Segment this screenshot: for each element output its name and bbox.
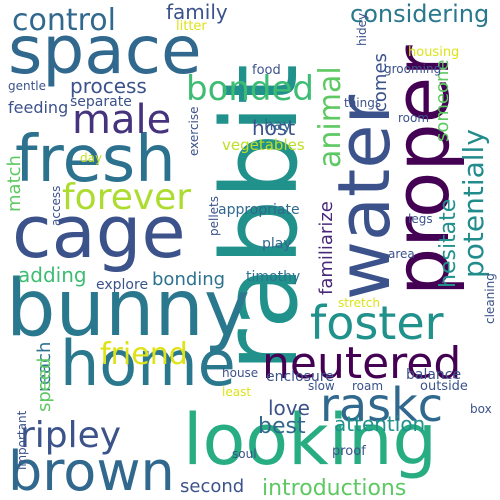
word-bonding: bonding [152,269,226,290]
word-foster: foster [310,296,444,350]
word-cleaning: cleaning [483,273,497,324]
word-ripley: ripley [20,415,122,456]
word-gentle: gentle [8,79,47,93]
word-neutered: neutered [262,338,462,389]
word-space: space [8,12,202,89]
word-legs: legs [408,212,433,226]
word-control: control [12,3,116,38]
word-house: house [222,366,259,380]
word-process: process [70,74,147,98]
word-roam: roam [352,379,384,393]
word-enclosure: enclosure [266,369,334,385]
word-outside: outside [420,379,468,394]
word-explore: explore [96,277,149,293]
word-balance: balance [406,367,462,383]
word-proof: proof [332,444,366,459]
word-adding: adding [18,263,87,287]
word-raskc: raskc [320,378,443,432]
word-introductions: introductions [262,476,407,500]
word-speed: speed [34,357,55,412]
word-hay: hay [264,116,292,134]
word-housing: housing [408,45,460,60]
word-attention: attention [334,412,426,436]
word-hidey: hidey [355,12,369,46]
word-host: host [252,116,296,140]
word-looking: looking [183,399,437,481]
word-litter: litter [176,19,207,34]
word-play: play [262,236,292,252]
word-animal: animal [313,66,348,168]
word-appropriate: appropriate [218,202,300,218]
word-vegetables: vegetables [222,136,305,154]
word-exercise: exercise [187,106,201,156]
word-slow: slow [308,379,335,393]
word-stretch: stretch [338,296,380,310]
word-food: food [252,63,281,78]
word-important: important [15,410,29,470]
word-considering: considering [350,0,490,28]
word-feeding: feeding [8,98,69,117]
word-access: access [49,185,63,226]
word-soul: soul [232,447,257,461]
word-familiarize: familiarize [316,201,337,295]
word-bunny: bunny [6,264,250,354]
word-cage: cage [12,190,186,274]
word-potentially: potentially [457,129,490,278]
word-love: love [268,396,310,420]
word-least: least [222,385,252,399]
word-hesitate: hesitate [436,198,461,288]
word-home: home [60,327,236,400]
word-things: things [344,96,382,110]
word-brown: brown [8,440,175,500]
word-match: match [4,155,25,212]
word-male: male [72,97,172,143]
word-family: family [166,0,228,24]
word-pellets: pellets [207,195,221,236]
word-best: best [258,414,306,439]
word-forever: forever [62,177,192,218]
word-bonded: bonded [186,69,315,109]
word-timothy: timothy [246,269,301,285]
word-second: second [180,476,245,497]
word-area: area [388,247,415,261]
word-fresh: fresh [15,123,176,197]
word-friend: friend [100,337,188,372]
word-day: day [80,151,103,165]
word-separate: separate [70,94,132,110]
word-box: box [470,402,492,416]
word-room: room [398,111,430,125]
word-grooming: grooming [384,62,442,76]
